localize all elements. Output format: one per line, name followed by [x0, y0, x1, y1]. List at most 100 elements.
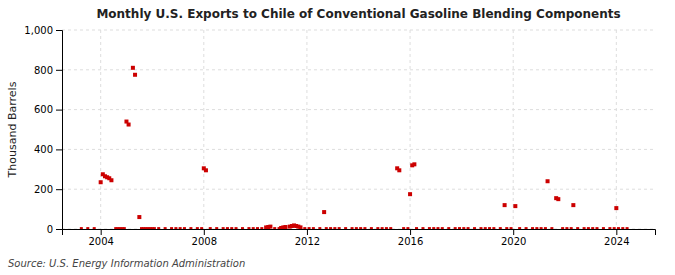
plot-area: 20042008201220162020202402004006008001,0… [24, 25, 655, 247]
point [273, 227, 276, 229]
point [200, 227, 203, 229]
grid-line [62, 149, 655, 150]
point [308, 227, 311, 229]
point [617, 227, 620, 229]
tick-label: 0 [47, 224, 53, 235]
point [318, 227, 321, 229]
point [556, 197, 560, 201]
grid-line [410, 30, 411, 229]
point [531, 227, 534, 229]
point [93, 227, 96, 229]
tick: 400 [34, 144, 62, 155]
tick: 2020 [501, 229, 526, 247]
series [80, 227, 629, 229]
point [428, 227, 431, 229]
tick-mark [56, 30, 62, 31]
point [157, 227, 160, 229]
point [283, 225, 287, 229]
point [322, 210, 326, 214]
point [535, 227, 538, 229]
point [499, 227, 502, 229]
points [80, 66, 629, 229]
point [406, 227, 409, 229]
tick-mark [204, 229, 205, 235]
point [196, 227, 199, 229]
tick-label: 2020 [501, 236, 526, 247]
tick-label: 2008 [192, 236, 217, 247]
y-axis: 02004006008001,000 [24, 25, 62, 235]
point [325, 227, 328, 229]
point [492, 227, 495, 229]
point [381, 227, 384, 229]
grid [62, 30, 655, 229]
point [441, 227, 444, 229]
point [355, 227, 358, 229]
point [421, 227, 424, 229]
point [626, 227, 629, 229]
point [454, 227, 457, 229]
point [256, 227, 259, 229]
point [621, 227, 624, 229]
point [479, 227, 482, 229]
tick: 1,000 [24, 25, 62, 36]
point [436, 227, 439, 229]
point [363, 227, 366, 229]
point [204, 168, 208, 172]
grid-line [513, 30, 514, 229]
point [298, 225, 302, 229]
point [164, 227, 167, 229]
axis-line [63, 230, 656, 236]
point [546, 179, 550, 183]
point [123, 227, 126, 229]
point [608, 227, 611, 229]
grid-line [62, 109, 655, 110]
point [137, 215, 141, 219]
point [385, 227, 388, 229]
grid-line [62, 69, 655, 70]
point [540, 227, 543, 229]
tick-mark [56, 189, 62, 190]
y-axis-title: Thousand Barrels [6, 81, 19, 178]
point [209, 227, 212, 229]
point [576, 227, 579, 229]
point [510, 227, 513, 229]
point [170, 227, 173, 229]
point [230, 227, 233, 229]
point [215, 227, 218, 229]
point [99, 180, 103, 184]
point [179, 227, 182, 229]
point [247, 227, 250, 229]
point [389, 227, 392, 229]
point [131, 66, 135, 70]
point [183, 227, 186, 229]
point [583, 227, 586, 229]
tick-mark [56, 229, 62, 230]
point [397, 168, 401, 172]
tick-label: 600 [34, 104, 53, 115]
tick: 600 [34, 104, 62, 115]
point [80, 227, 83, 229]
point [462, 227, 465, 229]
series [99, 66, 619, 229]
point [591, 227, 594, 229]
point [587, 227, 590, 229]
point [550, 227, 553, 229]
point [561, 227, 564, 229]
tick-mark [56, 70, 62, 71]
point [544, 227, 547, 229]
point [222, 227, 225, 229]
x-axis: 200420082012201620202024 [63, 229, 656, 247]
point [338, 227, 341, 229]
tick: 2012 [295, 229, 320, 247]
grid-line [616, 30, 617, 229]
annotation: Source: U.S. Energy Information Administ… [8, 258, 245, 269]
point [329, 227, 332, 229]
point [518, 227, 521, 229]
tick-mark [513, 229, 514, 235]
tick-mark [307, 229, 308, 235]
point [613, 227, 616, 229]
point [127, 123, 131, 127]
point [570, 227, 573, 229]
tick-label: 2012 [295, 236, 320, 247]
grid-line [100, 30, 101, 229]
